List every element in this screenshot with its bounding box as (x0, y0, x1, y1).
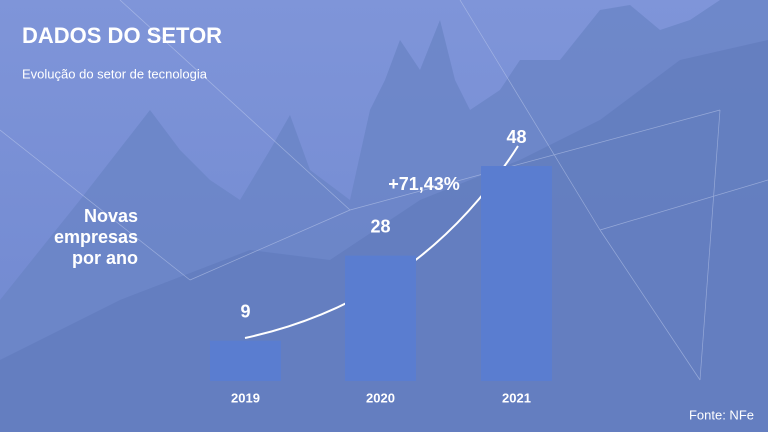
y-label: Novas empresas por ano (53, 206, 138, 268)
network-lines (0, 0, 768, 381)
value-label: 9 (240, 301, 250, 321)
chart-title: DADOS DO SETOR (22, 23, 222, 48)
bar (210, 340, 281, 381)
bar (481, 166, 552, 381)
source: Fonte: NFe (689, 407, 754, 422)
x-tick-label: 2021 (502, 390, 531, 405)
bar (345, 255, 416, 381)
chart-subtitle: Evolução do setor de tecnologia (22, 66, 208, 81)
hills (0, 40, 768, 432)
x-tick-label: 2019 (231, 390, 260, 405)
annotation: +71,43% (388, 174, 460, 194)
value-label: 28 (370, 216, 390, 236)
x-tick-label: 2020 (366, 390, 395, 405)
value-label: 48 (506, 127, 526, 147)
